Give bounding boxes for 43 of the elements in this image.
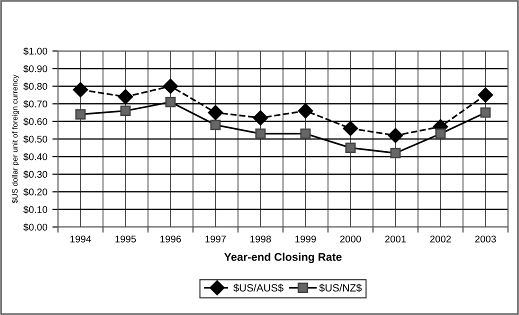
y-tick-label: $0.70 [23,100,48,108]
x-tick-label: 2003 [475,236,496,242]
point [342,120,358,136]
y-tick-label: $0.40 [23,152,48,161]
point [480,107,491,118]
point [390,148,401,158]
point [435,128,446,139]
point [120,106,131,116]
x-tick-label: 2002 [430,236,451,242]
x-axis-title: Year-end Closing Rate [224,252,342,264]
x-tick-label: 1995 [115,236,136,242]
point [345,142,356,154]
x-tick-label: 1998 [250,236,271,242]
y-tick-label: $0.20 [23,188,48,196]
y-tick-label: $0.90 [23,64,48,73]
x-tick-label: 1996 [160,236,181,242]
point [208,105,224,120]
y-tick-label: $0.80 [23,82,48,90]
point [75,109,86,120]
y-tick-label: $0.00 [23,223,48,232]
point [255,128,266,139]
x-tick-label: 2000 [340,236,361,242]
y-tick-label: $1.00 [23,47,48,56]
x-tick-label: 1994 [70,236,92,242]
x-tick-label: 2001 [385,236,406,242]
y-tick-label: $0.10 [23,206,48,214]
point [300,128,311,139]
point [252,110,268,126]
legend-label: $US/AUS$ [233,284,284,292]
y-tick-label: $0.50 [23,135,48,144]
x-tick-label: 1999 [295,236,316,242]
legend-label: $US/NZ$ [319,284,362,292]
point [118,89,134,104]
point [165,96,176,108]
point [72,82,88,98]
point [478,87,494,103]
point [388,128,404,144]
y-tick-label: $0.60 [23,118,48,126]
x-tick-label: 1997 [205,236,226,242]
y-tick-label: $0.30 [23,170,48,178]
point [210,120,221,130]
point [162,78,178,94]
point [298,103,314,118]
